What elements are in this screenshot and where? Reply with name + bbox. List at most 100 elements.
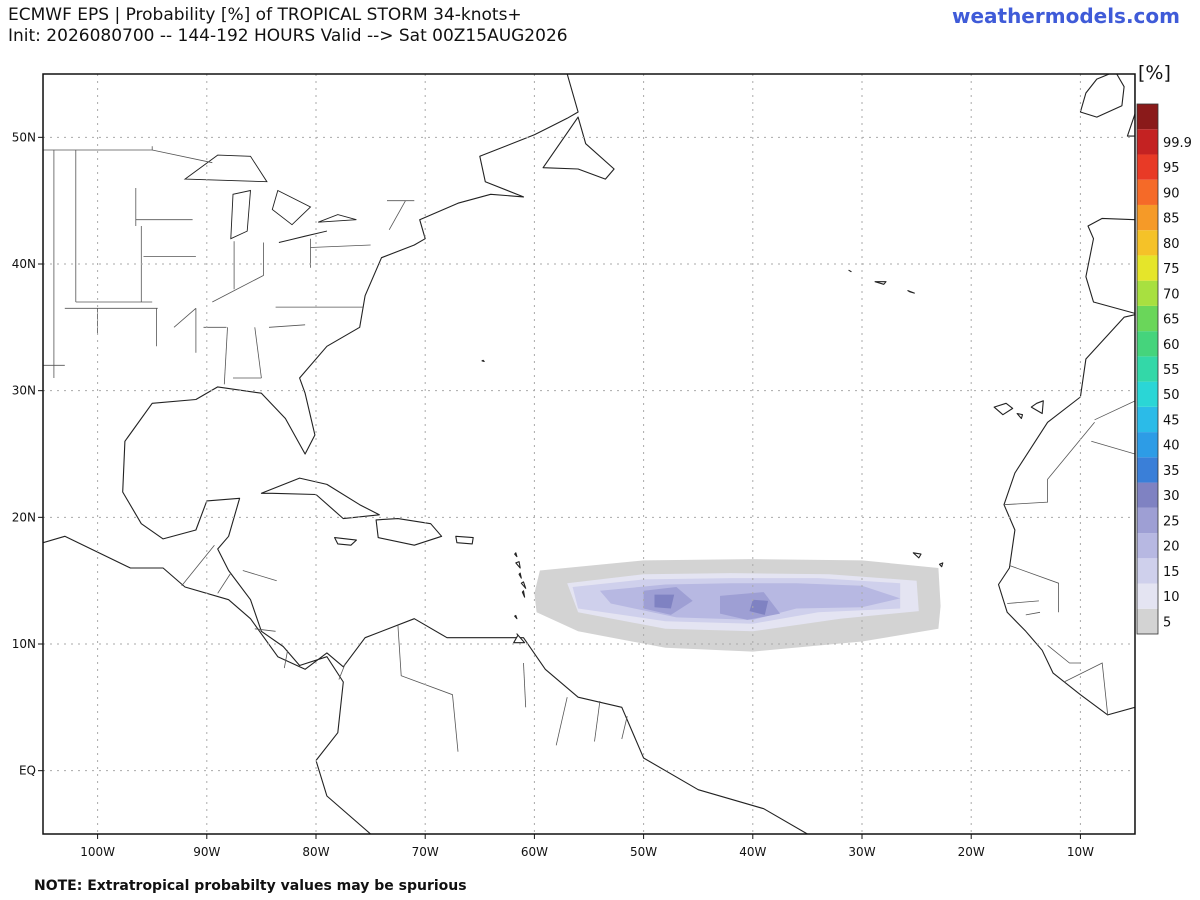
legend-label: 90 [1163, 186, 1180, 201]
legend-label: 55 [1163, 363, 1180, 378]
lake-outline [271, 189, 312, 226]
lon-label: 100W [80, 845, 115, 859]
state-borders-layer [43, 146, 1135, 752]
political-border [594, 700, 601, 742]
land-lesser-antilles [520, 581, 527, 589]
lon-label: 50W [630, 845, 657, 859]
legend-swatch [1137, 204, 1158, 231]
land-lesser-antilles [514, 614, 518, 620]
legend-swatch [1137, 230, 1158, 256]
legend-swatch [1137, 154, 1158, 180]
lake-outline [278, 230, 328, 243]
land-lesser-antilles [514, 552, 518, 558]
legend-label: 35 [1163, 464, 1180, 479]
legend-swatch [1137, 104, 1158, 130]
lon-label: 20W [958, 845, 985, 859]
legend-unit: [%] [1138, 62, 1171, 84]
political-border [310, 244, 371, 248]
land-azores [907, 290, 915, 294]
legend-label: 75 [1163, 262, 1180, 277]
legend-swatch [1137, 305, 1158, 332]
land-ireland [1079, 74, 1125, 118]
lon-label: 30W [848, 845, 875, 859]
lat-label: 10N [12, 637, 36, 651]
legend-label: 10 [1163, 590, 1180, 605]
graticule [43, 74, 1135, 834]
land-canary-islands [1030, 400, 1044, 415]
lon-label: 10W [1067, 845, 1094, 859]
legend-swatch [1137, 179, 1158, 205]
land-iberia [1085, 217, 1135, 314]
land-hispaniola [375, 518, 443, 546]
legend-swatch [1137, 432, 1158, 458]
legend-label: 70 [1163, 287, 1180, 302]
political-border [217, 572, 232, 594]
political-border [173, 307, 197, 328]
legend-label: 5 [1163, 615, 1171, 630]
political-border [1007, 600, 1039, 604]
lake-outline [183, 154, 268, 183]
legend-swatch [1137, 331, 1158, 357]
legend-swatch [1137, 558, 1158, 584]
land-canary-islands [1016, 412, 1024, 420]
political-border [1025, 611, 1041, 616]
site-watermark[interactable]: weathermodels.com [951, 4, 1180, 28]
political-border [1094, 400, 1135, 421]
lat-label: 40N [12, 257, 36, 271]
legend-label: 15 [1163, 565, 1180, 580]
lon-label: 40W [739, 845, 766, 859]
legend-swatch [1137, 255, 1158, 281]
axis-labels: 100W 90W 80W 70W 60W 50W 40W 30W 20W 10W EQ 10N 20N 3… [12, 130, 1094, 859]
political-border [1091, 440, 1135, 455]
political-border [223, 327, 228, 385]
land-azores [874, 281, 887, 285]
land-lesser-antilles [518, 572, 522, 579]
legend-label: 20 [1163, 540, 1180, 555]
legend-swatch [1137, 533, 1158, 559]
land-cape-verde [938, 562, 944, 568]
land-lesser-antilles [515, 561, 521, 569]
lat-label: EQ [19, 764, 36, 778]
lat-label: 50N [12, 130, 36, 144]
political-border [555, 697, 568, 746]
legend-swatch [1137, 457, 1158, 483]
legend-swatch [1137, 406, 1158, 433]
legend-frame [1136, 103, 1159, 635]
chart-title-line-1: ECMWF EPS | Probability [%] of TROPICAL … [8, 5, 522, 25]
legend-swatch [1137, 129, 1158, 155]
land-puerto-rico [455, 535, 474, 545]
land-lesser-antilles [521, 590, 526, 598]
political-border [254, 327, 262, 379]
political-border [181, 544, 215, 586]
legend-swatch [1137, 356, 1158, 382]
lon-label: 70W [412, 845, 439, 859]
chart-title-line-2: Init: 2026080700 -- 144-192 HOURS Valid … [8, 26, 568, 46]
land-cuba [260, 477, 380, 520]
legend-label: 60 [1163, 338, 1180, 353]
prob-contour-30 [654, 594, 675, 609]
legend-swatch [1137, 280, 1158, 306]
legend-swatch [1137, 482, 1158, 508]
legend-label: 95 [1163, 161, 1180, 176]
probability-layer [534, 559, 941, 652]
land-azores [848, 269, 852, 273]
land-cape-verde [912, 552, 922, 559]
lon-label: 90W [193, 845, 220, 859]
political-border [242, 570, 277, 582]
lat-label: 30N [12, 384, 36, 398]
political-border [1063, 662, 1109, 715]
lon-label: 80W [302, 845, 329, 859]
legend-label: 65 [1163, 313, 1180, 328]
color-legend: 5 10 15 20 25 30 35 40 45 50 55 60 65 70 75 80 85 90 95 99.… [1136, 103, 1192, 635]
legend-swatch [1137, 583, 1158, 609]
legend-label: 99.9 [1163, 136, 1192, 151]
political-border [338, 662, 346, 680]
land-bermuda [481, 359, 485, 363]
political-border [268, 324, 306, 328]
political-border [388, 200, 406, 230]
map-frame [42, 73, 1136, 835]
legend-label: 30 [1163, 489, 1180, 504]
land-canary-islands [993, 402, 1014, 416]
footer-note: NOTE: Extratropical probabilty values ma… [34, 878, 467, 894]
